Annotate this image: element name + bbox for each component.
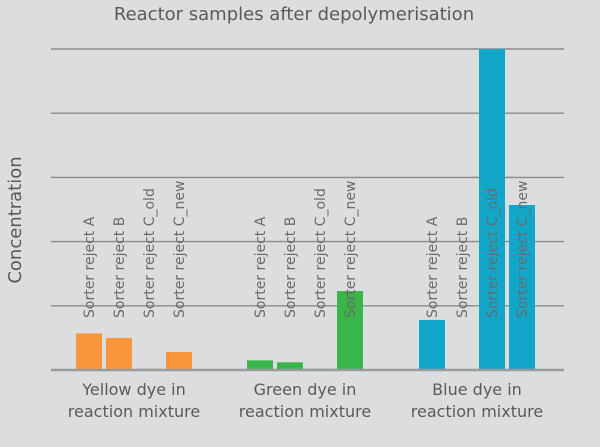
bar-label: Sorter reject B — [283, 217, 299, 318]
bar-label: Sorter reject B — [112, 217, 128, 318]
bar — [419, 319, 445, 370]
bar-label: Sorter reject A — [425, 216, 441, 318]
x-tick-label: reaction mixture — [411, 402, 543, 421]
x-tick-label: Yellow dye in — [81, 380, 185, 399]
bar-label: Sorter reject B — [455, 217, 471, 318]
bar — [509, 205, 535, 370]
x-tick-label: Blue dye in — [432, 380, 522, 399]
bar-label: Sorter reject C_new — [515, 181, 531, 318]
bar — [479, 49, 505, 370]
y-axis-label: Concentration — [5, 156, 26, 283]
bar-label: Sorter reject C_new — [172, 181, 188, 318]
x-tick-label: reaction mixture — [239, 402, 371, 421]
bar — [277, 362, 303, 370]
bar-label: Sorter reject C_old — [313, 188, 329, 318]
bar-labels: Sorter reject A Sorter reject B Sorter rej… — [82, 181, 531, 318]
bar-label: Sorter reject C_new — [343, 181, 359, 318]
bar — [247, 360, 273, 370]
bar — [166, 352, 192, 370]
bar — [337, 291, 363, 370]
bar-label: Sorter reject A — [82, 216, 98, 318]
x-tick-label: Green dye in — [254, 380, 357, 399]
bar-label: Sorter reject A — [253, 216, 269, 318]
bar — [76, 333, 102, 370]
bar — [106, 337, 132, 370]
bar-label: Sorter reject C_old — [142, 188, 158, 318]
chart-title: Reactor samples after depolymerisation — [114, 4, 474, 25]
gridlines — [51, 48, 564, 307]
bars — [76, 49, 535, 370]
group-labels: Yellow dye in reaction mixture Green dye i… — [68, 380, 543, 421]
bar-label: Sorter reject C_old — [485, 188, 501, 318]
x-tick-label: reaction mixture — [68, 402, 200, 421]
